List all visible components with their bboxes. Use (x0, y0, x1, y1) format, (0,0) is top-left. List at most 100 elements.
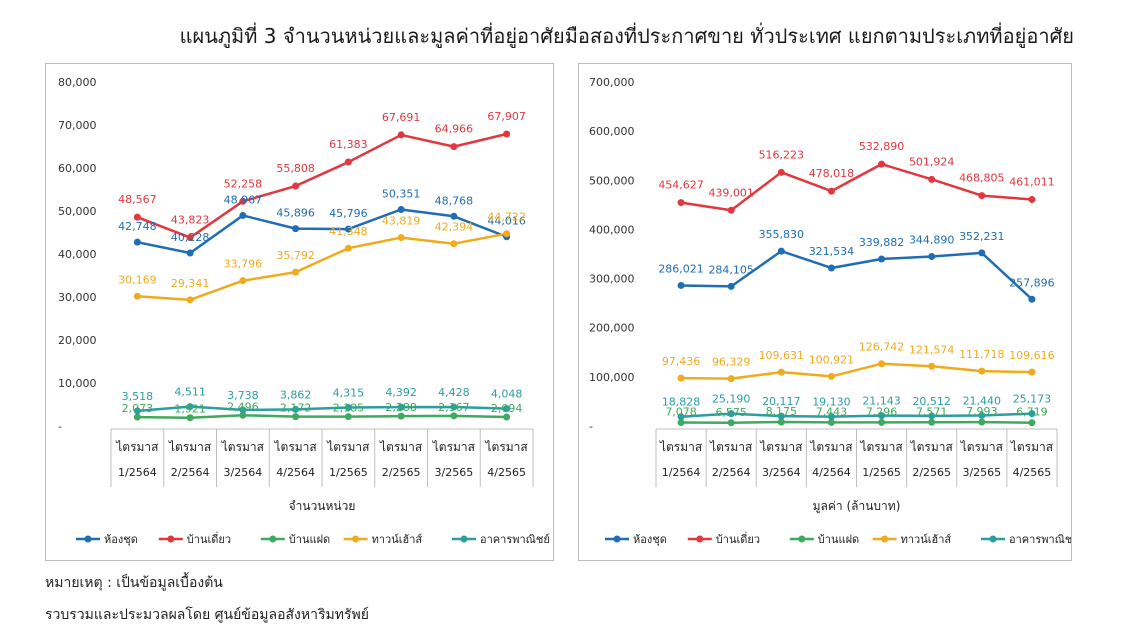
data-label: 286,021 (658, 262, 704, 275)
data-label: 4,392 (385, 386, 417, 399)
data-label: 2,496 (227, 400, 259, 413)
data-label: 2,073 (122, 402, 154, 415)
x-tick-label: ไตรมาส (485, 440, 529, 454)
data-label: 52,258 (224, 177, 263, 190)
legend-item-twin-house: บ้านแฝด (789, 533, 859, 546)
data-label: 96,329 (712, 356, 751, 369)
legend-item-commercial-building: อาคารพาณิชย์ (452, 533, 550, 546)
data-point (292, 405, 300, 413)
data-label: 1,921 (174, 403, 206, 416)
data-point (239, 411, 247, 419)
y-tick-label: 60,000 (58, 162, 97, 175)
data-label: 2,185 (333, 402, 365, 415)
data-label: 109,616 (1009, 349, 1055, 362)
data-point (928, 362, 936, 370)
data-label: 2,172 (280, 402, 312, 415)
data-label: 64,966 (435, 123, 474, 136)
legend-label: บ้านเดี่ยว (187, 531, 231, 546)
legend-marker (352, 535, 360, 543)
data-point (292, 268, 300, 276)
series-line (137, 405, 507, 413)
series-detached-house (133, 130, 511, 242)
legend-item-condo: ห้องชุด (605, 533, 667, 546)
x-tick-label-period: 4/2565 (1013, 466, 1052, 479)
data-label: 18,828 (662, 396, 701, 409)
data-label: 7,993 (966, 405, 998, 418)
units-chart-panel: - 10,000 20,000 30,000 40,000 50,000 60,000 70,… (45, 63, 554, 561)
data-point (878, 360, 886, 368)
data-label: 532,890 (859, 140, 905, 153)
series-townhouse (133, 230, 511, 304)
data-point (727, 282, 735, 290)
legend-label: บ้านแฝด (818, 533, 859, 546)
data-label: 97,436 (662, 355, 701, 368)
data-label: 6,575 (715, 406, 747, 419)
legend-marker (167, 535, 175, 543)
data-point (239, 197, 247, 205)
x-tick-label-period: 2/2564 (171, 466, 210, 479)
data-label: 43,819 (382, 215, 421, 228)
y-tick-label: 600,000 (589, 125, 635, 138)
data-point (878, 412, 886, 420)
data-label: 67,907 (487, 110, 526, 123)
data-label: 109,631 (759, 349, 805, 362)
data-label: 3,738 (227, 389, 259, 402)
data-point (827, 264, 835, 272)
data-point (928, 418, 936, 426)
data-point (397, 403, 405, 411)
y-tick-label: 100,000 (589, 371, 635, 384)
data-label: 4,315 (333, 386, 365, 399)
x-tick-label-period: 4/2564 (276, 466, 315, 479)
x-tick-label-period: 4/2565 (487, 466, 526, 479)
y-tick-label: 500,000 (589, 174, 635, 187)
data-label: 43,823 (171, 214, 210, 227)
data-point (133, 213, 141, 221)
data-label: 352,231 (959, 230, 1005, 243)
series-line (681, 249, 1033, 301)
y-tick-label: 20,000 (58, 334, 97, 347)
data-label: 126,742 (859, 341, 905, 354)
data-label: 61,383 (329, 138, 368, 151)
data-label: 44,722 (487, 211, 526, 224)
series-line (136, 132, 507, 239)
data-label: 20,117 (762, 395, 801, 408)
legend-item-townhouse: ทาวน์เฮ้าส์ (872, 533, 951, 546)
data-label: 19,130 (812, 396, 851, 409)
data-point (1028, 419, 1036, 427)
x-tick-label-period: 1/2565 (862, 466, 901, 479)
data-label: 3,518 (122, 390, 154, 403)
data-point (133, 292, 141, 300)
data-point (344, 225, 352, 233)
x-tick-label: ไตรมาส (221, 440, 265, 454)
y-tick-label: 700,000 (589, 76, 635, 89)
data-label: 4,511 (174, 386, 206, 399)
data-point (503, 405, 511, 413)
data-label: 44,016 (487, 215, 526, 228)
x-tick-label-period: 1/2565 (329, 466, 368, 479)
x-tick-label-period: 4/2564 (812, 466, 851, 479)
data-label: 45,796 (329, 207, 368, 220)
x-tick-label-period: 3/2564 (762, 466, 801, 479)
data-label: 7,078 (665, 406, 697, 419)
data-label: 67,691 (382, 111, 421, 124)
x-tick-label: ไตรมาส (859, 440, 903, 454)
data-label: 25,190 (712, 393, 751, 406)
y-tick-label: 400,000 (589, 223, 635, 236)
data-label: 48,967 (224, 193, 263, 206)
x-tick-label: ไตรมาส (1010, 440, 1054, 454)
data-point (677, 199, 685, 207)
footnote: หมายเหตุ : เป็นข้อมูลเบื้องต้น (45, 575, 223, 591)
source-note: รวบรวมและประมวลผลโดย ศูนย์ข้อมูลอสังหาริ… (45, 607, 369, 623)
value-chart-panel: - 100,000 200,000 300,000 400,000 500,000 600,… (578, 63, 1072, 561)
legend-label: ห้องชุด (104, 533, 138, 546)
data-label: 41,348 (329, 225, 368, 238)
data-point (450, 403, 458, 411)
legend: ห้องชุด บ้านเดี่ยว บ้านแฝด ทาวน์เฮ้าส์ อาคาร… (76, 531, 550, 546)
y-tick-label: - (58, 420, 62, 433)
series-line (137, 208, 508, 255)
x-tick-label: ไตรมาส (960, 440, 1004, 454)
data-point (827, 413, 835, 421)
series-line (137, 414, 507, 419)
data-point (344, 413, 352, 421)
data-label: 439,001 (708, 186, 754, 199)
